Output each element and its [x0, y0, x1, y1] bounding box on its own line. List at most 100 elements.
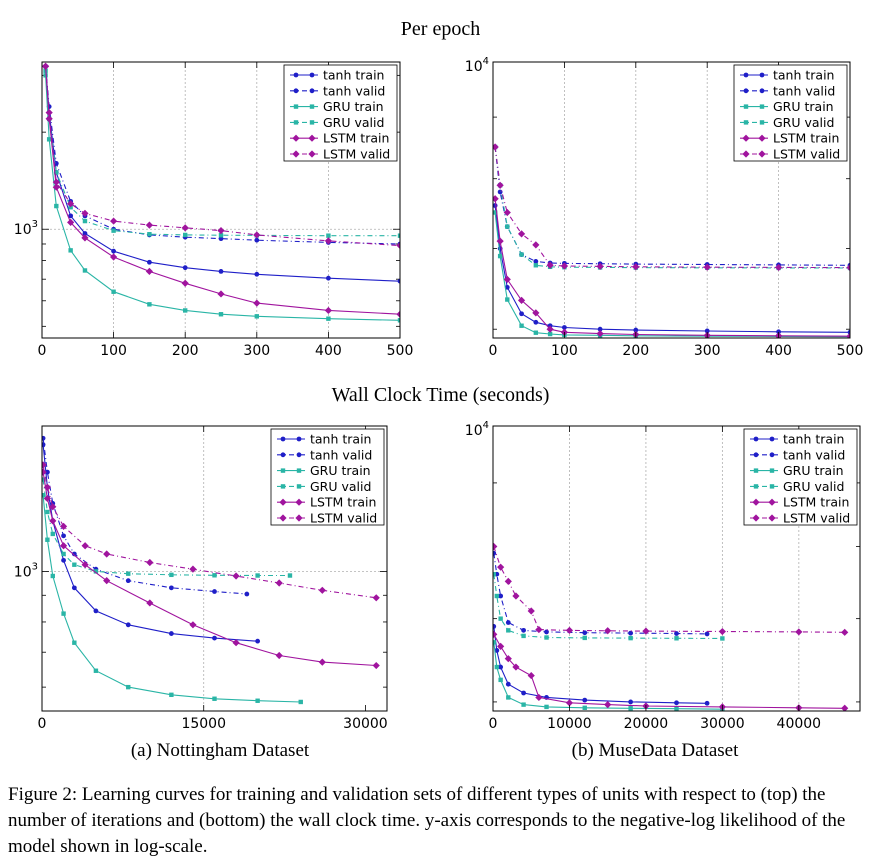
data-point — [533, 259, 539, 264]
data-point — [493, 195, 499, 203]
data-point — [494, 648, 500, 653]
legend-marker — [759, 120, 765, 125]
y-tick-label: 104 — [465, 420, 489, 439]
legend-marker — [280, 452, 286, 458]
data-point — [718, 627, 726, 636]
data-point — [169, 572, 174, 578]
legend-box — [743, 428, 858, 526]
data-point — [45, 509, 50, 515]
data-point — [93, 668, 99, 673]
legend-marker — [758, 150, 766, 158]
data-point — [145, 221, 153, 229]
data-point — [565, 699, 574, 707]
legend-marker — [759, 104, 765, 109]
data-point — [506, 628, 511, 633]
data-point — [503, 208, 511, 217]
data-point — [505, 297, 510, 302]
data-point — [168, 585, 174, 591]
legend-marker — [759, 72, 765, 78]
series-line-gru-train — [494, 212, 850, 338]
series-group — [42, 435, 380, 705]
data-point — [254, 271, 260, 277]
series-line-gru-valid — [493, 574, 723, 640]
data-point — [596, 329, 604, 338]
data-point — [846, 332, 850, 338]
x-tick-label: 30000 — [343, 716, 388, 732]
data-point — [42, 442, 46, 448]
data-point — [67, 218, 75, 226]
legend-label: LSTM valid — [323, 147, 390, 162]
data-point — [504, 284, 510, 290]
data-point — [397, 318, 400, 323]
data-point — [42, 468, 47, 476]
data-point — [254, 237, 260, 243]
data-point — [604, 701, 612, 709]
data-point — [71, 585, 77, 591]
data-point — [494, 593, 500, 599]
data-point — [504, 577, 512, 585]
y-tick-label: 103 — [14, 561, 38, 580]
data-point — [628, 630, 634, 636]
data-point — [218, 269, 224, 274]
x-tick-label: 30000 — [700, 716, 745, 732]
legend-marker — [296, 484, 302, 489]
data-point — [42, 435, 46, 441]
x-tick-label: 10000 — [547, 716, 592, 732]
data-point — [49, 503, 57, 511]
x-tick-label: 40000 — [777, 716, 822, 732]
data-point — [494, 664, 500, 670]
data-point — [93, 608, 99, 614]
data-point — [497, 642, 505, 650]
data-point — [497, 253, 503, 259]
legend-marker — [295, 514, 303, 522]
data-point — [521, 633, 526, 639]
data-point — [533, 330, 539, 335]
data-point — [146, 599, 154, 607]
legend-marker — [279, 514, 287, 522]
legend-marker — [279, 498, 287, 506]
legend-marker — [308, 134, 316, 142]
data-point — [597, 326, 603, 332]
data-point — [189, 565, 197, 573]
data-point — [61, 557, 66, 563]
legend-marker — [758, 134, 766, 142]
data-point — [217, 290, 225, 298]
series-line-lstm-valid — [45, 66, 400, 247]
data-point — [521, 690, 526, 696]
data-point — [505, 224, 510, 229]
plot-frame — [41, 425, 388, 712]
data-point — [61, 533, 66, 539]
data-point — [535, 693, 543, 702]
legend-marker — [743, 72, 749, 78]
legend-marker — [309, 88, 315, 94]
data-point — [497, 563, 505, 571]
data-point — [72, 562, 77, 567]
data-point — [775, 263, 783, 272]
data-point — [81, 542, 89, 550]
legend-marker — [308, 150, 316, 158]
data-point — [326, 233, 331, 238]
data-point — [110, 253, 118, 261]
legend-label: GRU valid — [310, 479, 371, 494]
data-point — [72, 640, 77, 645]
x-tick-label: 0 — [489, 343, 498, 359]
legend-marker — [293, 88, 299, 94]
y-tick-label: 103 — [14, 219, 38, 238]
data-point — [521, 627, 526, 633]
legend-marker — [742, 134, 750, 142]
data-point — [81, 234, 89, 242]
legend-label: GRU train — [773, 99, 834, 114]
legend-marker — [309, 120, 315, 125]
data-point — [189, 621, 197, 629]
legend-label: LSTM train — [323, 131, 389, 146]
series-group — [42, 62, 400, 323]
data-point — [298, 699, 303, 705]
data-point — [255, 573, 260, 578]
data-point — [125, 622, 131, 628]
data-point — [519, 311, 524, 317]
data-point — [324, 237, 332, 245]
